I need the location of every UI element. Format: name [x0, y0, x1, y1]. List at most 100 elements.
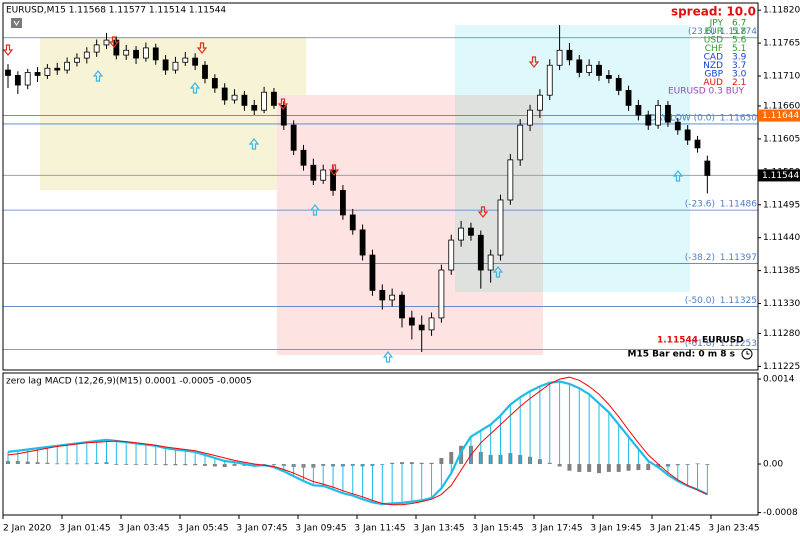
candle-body	[458, 227, 465, 241]
candle-body	[379, 289, 386, 301]
candle-body	[192, 57, 199, 66]
candle-body	[566, 49, 573, 61]
price-marker	[758, 169, 800, 182]
main-frame	[2, 2, 759, 371]
candle-body	[261, 91, 268, 111]
level-name: (-23.6)	[685, 200, 715, 210]
osma-bar	[626, 464, 631, 471]
candle-body	[142, 47, 149, 59]
osma-bar	[577, 464, 582, 472]
candle-body	[182, 57, 189, 63]
y-tick-label: 1.11765	[763, 39, 800, 49]
x-tick-label: 3 Jan 03:45	[118, 524, 169, 534]
candle-body	[211, 78, 218, 89]
down-arrow	[477, 206, 489, 218]
zone-yellow	[40, 37, 306, 190]
candle-body	[14, 75, 21, 86]
candle-body	[349, 214, 356, 231]
y-tick-label: 1.11280	[763, 329, 800, 339]
level-name: (-50.0)	[685, 296, 715, 306]
candle-body	[231, 94, 238, 101]
candle-body	[537, 94, 543, 111]
level-name: DAY LOW (0.0)	[650, 113, 715, 123]
candle-body	[133, 49, 139, 59]
candle-body	[310, 164, 317, 181]
candle-body	[605, 75, 612, 79]
candle-body	[103, 39, 110, 46]
candle-body	[300, 149, 307, 166]
currency-name: GBP	[704, 70, 723, 80]
y-tick-label: 0.0014	[763, 375, 795, 385]
level-value: 1.11253	[720, 339, 757, 349]
osma-bar	[232, 464, 237, 466]
candle-body	[152, 47, 159, 61]
osma-bar	[183, 464, 188, 466]
y-tick-label: 1.11330	[763, 299, 800, 309]
currency-name: CAD	[704, 53, 723, 63]
level-value: 1.11630	[720, 113, 757, 123]
candle-body	[93, 44, 100, 53]
candle-body	[694, 139, 701, 149]
osma-bar	[390, 462, 395, 465]
spread: spread: 10.0	[671, 5, 756, 19]
current-price: 1.11544	[657, 336, 698, 346]
candle-body	[408, 317, 415, 326]
candle-body	[5, 69, 11, 76]
down-arrow	[528, 56, 540, 68]
y-tick-label: 1.11820	[763, 6, 800, 16]
up-arrow	[189, 82, 201, 94]
y-tick-label: 1.11440	[763, 233, 800, 243]
candle-body	[64, 61, 70, 71]
candle-body	[202, 64, 208, 79]
candle-body	[74, 57, 80, 63]
candle-body	[339, 189, 346, 216]
candle-body	[162, 59, 169, 71]
osma-bar	[597, 464, 601, 474]
candle-body	[34, 72, 41, 76]
candle-body	[44, 67, 51, 76]
osma-bar	[409, 462, 414, 465]
currency-name: AUD	[703, 78, 723, 88]
symbol: EURUSD	[702, 336, 744, 346]
level-value: 1.11774	[720, 27, 757, 37]
level-value: 1.11486	[720, 200, 757, 210]
candle-body	[497, 199, 504, 256]
osma-bar	[557, 464, 562, 467]
osma-bar	[163, 464, 168, 466]
candle-body	[507, 159, 514, 201]
candle-body	[546, 64, 553, 96]
candle-body	[477, 234, 484, 271]
osma-bar	[212, 464, 217, 467]
x-tick-label: 3 Jan 21:45	[649, 524, 700, 534]
chart-title: EURUSD,M15 1.11568 1.11577 1.11514 1.115…	[6, 6, 226, 16]
y-tick-label: -0.0008	[763, 508, 798, 518]
x-tick-label: 3 Jan 07:45	[236, 524, 287, 534]
candle-body	[576, 59, 583, 73]
candle-body	[369, 254, 376, 291]
candles	[5, 25, 711, 353]
candle-body	[221, 87, 228, 101]
y-tick-label: 1.11660	[763, 101, 800, 111]
clock-icon	[741, 348, 753, 360]
y-tick-label: 1.11385	[763, 266, 800, 276]
candle-body	[359, 229, 366, 256]
level-name: (-61.8)	[685, 339, 715, 349]
candle-body	[251, 104, 258, 111]
candle-body	[438, 269, 445, 319]
x-tick-label: 3 Jan 09:45	[295, 524, 346, 534]
currency-name: EUR	[704, 27, 723, 37]
osma-bar	[646, 464, 651, 471]
up-arrow	[92, 70, 104, 82]
price-marker	[758, 109, 800, 122]
collapse-button[interactable]	[11, 18, 22, 28]
osma-bar	[124, 464, 129, 465]
candle-body	[665, 104, 671, 123]
candle-body	[655, 104, 661, 126]
osma-bar	[616, 464, 621, 472]
y-tick-label: 1.11495	[763, 200, 800, 210]
up-arrow	[309, 204, 321, 216]
up-arrow	[248, 138, 260, 150]
signal-line	[7, 376, 708, 506]
x-tick-label: 3 Jan 15:45	[472, 524, 523, 534]
